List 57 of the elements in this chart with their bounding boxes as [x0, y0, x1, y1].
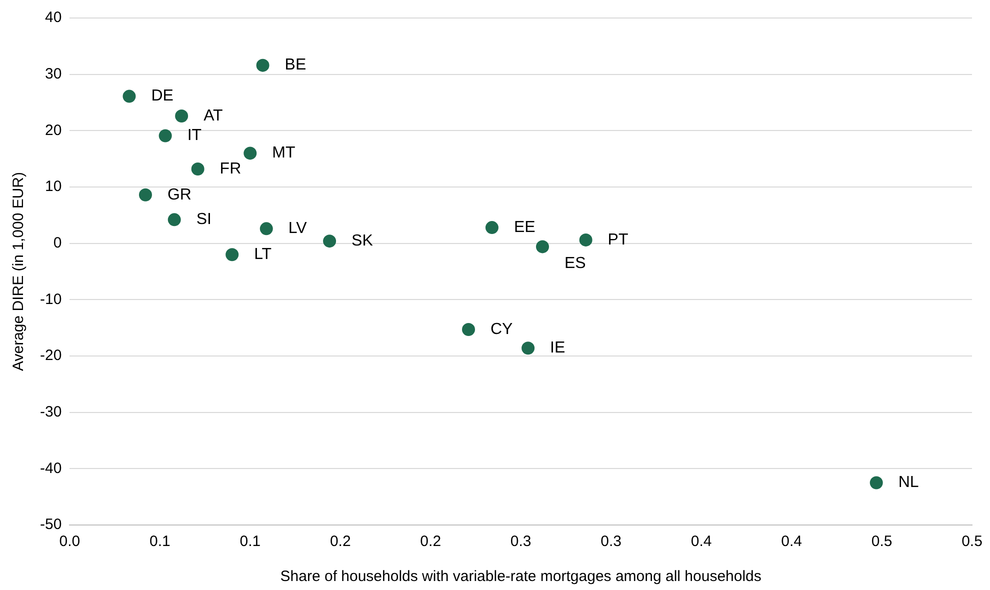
y-axis-title: Average DIRE (in 1,000 EUR)	[10, 172, 28, 371]
point	[175, 110, 188, 123]
point	[323, 234, 336, 248]
y-tick-label: -40	[40, 460, 62, 477]
point	[462, 323, 476, 336]
x-axis-title: Share of households with variable-rate mortgages among all households	[280, 568, 762, 586]
x-tick-label: 0.0	[59, 533, 80, 550]
annotation: LV	[288, 220, 308, 238]
point	[158, 129, 172, 142]
point	[191, 162, 204, 176]
y-tick-label: 30	[44, 65, 62, 82]
point	[244, 146, 257, 160]
y-tick-label: -30	[40, 403, 62, 420]
point	[138, 188, 152, 202]
point	[579, 233, 592, 246]
x-tick-label: 0.2	[330, 533, 351, 550]
annotation: DE	[151, 88, 174, 105]
point	[522, 342, 535, 355]
x-tick-label: 0.5	[962, 533, 982, 550]
y-tick-label: 20	[44, 122, 62, 139]
annotation: SK	[352, 232, 374, 250]
annotation: SI	[196, 211, 212, 228]
x-tick-label: 0.2	[420, 533, 442, 550]
y-tick-label: 10	[44, 178, 62, 196]
annotation: BE	[284, 56, 306, 74]
point	[168, 213, 181, 226]
annotation: FR	[220, 160, 242, 178]
annotation: AT	[204, 107, 224, 124]
y-tick-label: 40	[44, 9, 62, 26]
annotation: EE	[514, 218, 536, 236]
x-tick-label: 0.1	[240, 533, 261, 550]
annotation: MT	[272, 144, 296, 162]
x-tick-label: 0.3	[600, 533, 622, 550]
x-tick-label: 0.4	[690, 533, 712, 550]
y-tick-label: 0	[53, 234, 62, 252]
point	[260, 222, 273, 236]
annotation: IT	[187, 127, 202, 144]
point	[536, 240, 549, 254]
annotation: CY	[490, 320, 514, 338]
annotation: GR	[167, 186, 192, 204]
annotation: LT	[254, 246, 272, 264]
point	[870, 476, 883, 490]
point	[226, 248, 239, 262]
point	[122, 90, 136, 103]
annotation: IE	[550, 340, 566, 357]
y-tick-label: -50	[40, 516, 62, 534]
point	[256, 58, 270, 72]
annotation: PT	[608, 231, 628, 248]
y-tick-label: -10	[40, 290, 62, 308]
y-tick-label: -20	[40, 347, 62, 364]
point	[485, 221, 498, 234]
annotation: ES	[564, 255, 586, 272]
x-tick-label: 0.5	[871, 533, 892, 550]
x-tick-label: 0.3	[510, 533, 532, 550]
annotation: NL	[898, 474, 919, 492]
x-tick-label: 0.4	[781, 533, 802, 550]
x-tick-label: 0.1	[149, 533, 170, 550]
